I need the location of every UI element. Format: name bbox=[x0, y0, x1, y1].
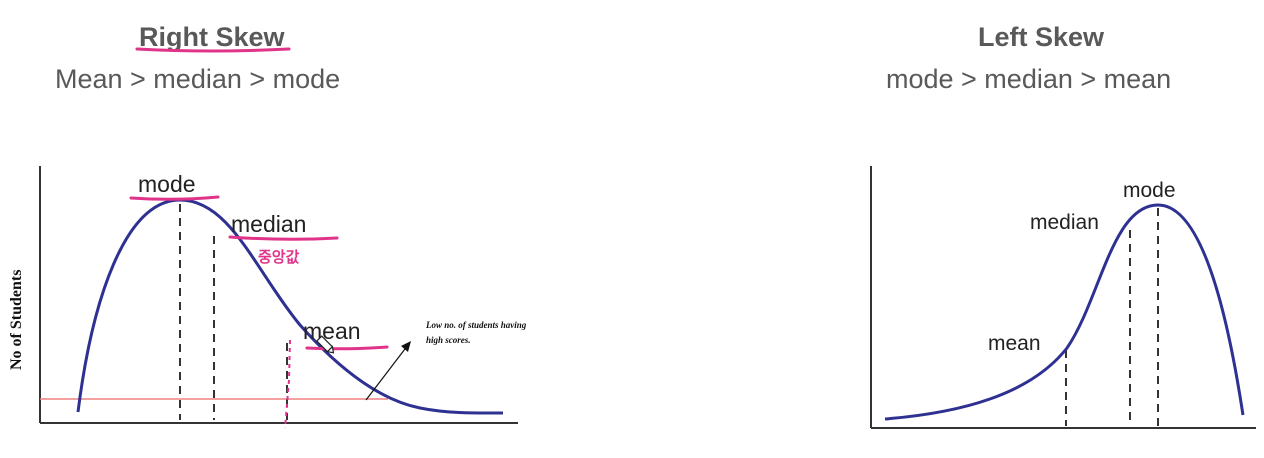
median-label: median bbox=[231, 211, 306, 237]
arrow-head-icon bbox=[401, 341, 411, 352]
pencil-cursor-icon bbox=[315, 335, 335, 354]
annotation-arrow bbox=[365, 344, 409, 401]
annotation-line-2: high scores. bbox=[426, 335, 471, 345]
mode-label: mode bbox=[1123, 179, 1176, 202]
left-skew-curve bbox=[884, 203, 1245, 421]
title-underline bbox=[135, 47, 291, 53]
left-skew-subtitle: mode > median > mean bbox=[886, 64, 1172, 94]
y-axis-label: No of Students bbox=[8, 270, 25, 370]
mode-underline bbox=[129, 195, 220, 201]
median-handwritten-note: 중앙값 bbox=[258, 248, 300, 266]
right-skew-curve bbox=[76, 198, 504, 415]
right-skew-chart: No of Students mode median 중앙값 mean Low … bbox=[8, 166, 527, 429]
right-skew-title: Right Skew bbox=[139, 22, 285, 52]
mean-underline bbox=[305, 345, 389, 351]
mode-label: mode bbox=[138, 171, 196, 197]
left-skew-title: Left Skew bbox=[978, 22, 1105, 52]
median-label: median bbox=[1030, 211, 1099, 234]
right-skew-subtitle: Mean > median > mode bbox=[55, 64, 341, 94]
mean-label: mean bbox=[988, 332, 1041, 355]
median-underline bbox=[228, 235, 339, 241]
mean-highlight-mark bbox=[284, 339, 291, 429]
left-skew-chart: mode median mean bbox=[870, 166, 1256, 429]
mean-label: mean bbox=[303, 318, 361, 344]
annotation-line-1: Low no. of students having bbox=[425, 320, 527, 330]
